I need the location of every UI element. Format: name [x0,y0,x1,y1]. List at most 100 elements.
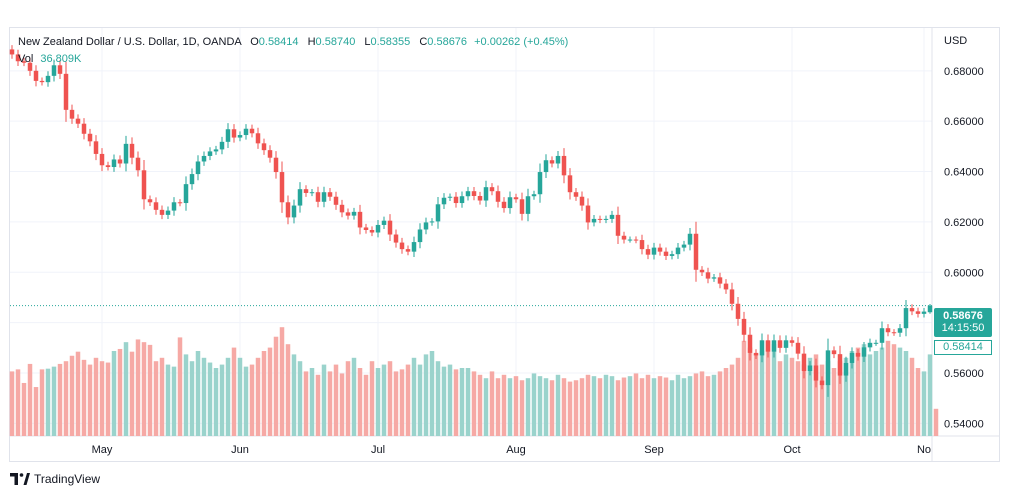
volume-bar [819,364,825,436]
volume-bar [801,364,807,436]
candle-body [399,242,405,250]
time-tick-label: Sep [644,444,664,456]
volume-bar [711,374,717,436]
volume-bar [537,376,543,436]
low-value: 0.58355 [370,36,411,48]
volume-bar [39,369,45,436]
volume-bar [411,357,417,436]
candle-body [717,277,723,284]
volume-bar [99,361,105,436]
volume-bar [399,369,405,436]
volume-bar [927,354,933,436]
candle-body [423,222,429,230]
candle-body [231,129,237,138]
candle-body [903,308,909,329]
candle-body [489,187,495,192]
bar-countdown: 14:15:50 [941,322,985,334]
candle-body [879,328,885,343]
candle-body [777,340,783,348]
volume-bar [525,378,531,436]
volume-bars [9,327,939,436]
volume-bar [669,380,675,436]
candle-body [303,189,309,193]
brand-name[interactable]: TradingView [34,472,101,486]
volume-bar [213,368,219,436]
currency-label[interactable]: USD [944,35,968,47]
candle-body [81,123,87,134]
candle-body [327,192,333,197]
volume-bar [207,362,213,436]
close-value: 0.58676 [427,36,468,48]
tradingview-logo-icon[interactable] [10,473,30,485]
volume-bar [723,368,729,436]
candle-body [339,204,345,213]
symbol-title[interactable]: New Zealand Dollar / U.S. Dollar, 1D, OA… [18,36,242,48]
volume-bar [501,374,507,436]
candle-body [537,172,543,195]
volume-bar [303,371,309,436]
candle-body [75,118,81,124]
candle-body [909,308,915,312]
price-tick-label: 0.64000 [944,167,984,179]
candle-body [171,202,177,211]
candle-body [645,249,651,255]
volume-bar [855,347,861,436]
candle-body [735,303,741,319]
candle-body [225,129,231,142]
high-label: H [307,36,316,48]
candle-body [873,342,879,344]
volume-bar [741,340,747,436]
volume-bar [573,380,579,436]
volume-bar [135,339,141,436]
candle-body [831,350,837,355]
volume-bar [219,364,225,436]
volume-bar [123,342,129,436]
volume-bar [639,378,645,436]
volume-bar [513,376,519,436]
volume-bar [813,354,819,436]
volume-bar [417,364,423,436]
volume-bar [429,351,435,436]
candle-body [477,195,483,201]
volume-bar [471,371,477,436]
volume-bar [453,369,459,436]
candle-body [843,362,849,376]
volume-bar [549,380,555,436]
volume-bar [831,368,837,436]
candle-body [297,189,303,206]
candle-body [789,340,795,343]
candle-body [483,187,489,201]
volume-bar [645,374,651,436]
volume-bar [543,378,549,436]
volume-bar [45,368,51,436]
volume-bar [231,347,237,436]
high-value: 0.58740 [315,36,356,48]
candle-body [189,174,195,185]
volume-bar [381,364,387,436]
candle-body [555,155,561,164]
candle-body [405,249,411,252]
candle-body [15,54,21,62]
volume-bar [483,378,489,436]
candle-body [711,277,717,279]
candle-body [195,161,201,175]
candle-body [579,196,585,206]
volume-bar [555,374,561,436]
volume-bar [915,368,921,436]
volume-bar [759,351,765,436]
volume-bar [777,361,783,436]
candle-body [417,229,423,243]
volume-bar [201,357,207,436]
volume-bar [315,374,321,436]
candle-body [501,201,507,209]
candle-body [39,80,45,83]
volume-bar [861,344,867,436]
candle-body [411,242,417,252]
time-tick-label: Jul [371,444,385,456]
candle-body [213,149,219,152]
volume-bar [21,382,27,436]
candle-body [21,61,27,63]
volume-bar [567,381,573,436]
volume-bar [129,351,135,436]
